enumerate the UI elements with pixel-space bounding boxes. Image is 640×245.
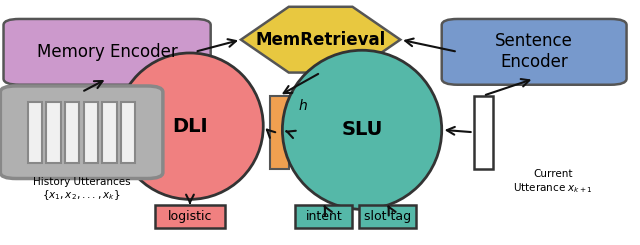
FancyBboxPatch shape — [1, 86, 163, 179]
Bar — [295, 205, 353, 228]
Bar — [121, 102, 136, 163]
Bar — [28, 102, 42, 163]
Ellipse shape — [282, 50, 442, 209]
Bar — [474, 96, 493, 169]
Bar — [47, 102, 61, 163]
Bar — [269, 96, 289, 169]
Text: Sentence
Encoder: Sentence Encoder — [495, 32, 573, 71]
Polygon shape — [241, 7, 400, 73]
Text: SLU: SLU — [341, 120, 383, 139]
FancyBboxPatch shape — [442, 19, 627, 85]
FancyBboxPatch shape — [4, 19, 211, 85]
Ellipse shape — [116, 53, 263, 199]
Text: $h$: $h$ — [298, 98, 308, 113]
Text: MemRetrieval: MemRetrieval — [255, 31, 386, 49]
Bar — [102, 102, 116, 163]
Text: intent: intent — [305, 210, 342, 223]
Bar — [155, 205, 225, 228]
Bar — [84, 102, 98, 163]
Bar — [65, 102, 79, 163]
Text: History Utterances
$\{x_1, x_2, ..., x_k\}$: History Utterances $\{x_1, x_2, ..., x_k… — [33, 177, 131, 202]
Text: DLI: DLI — [172, 117, 208, 136]
Text: Memory Encoder: Memory Encoder — [36, 43, 177, 61]
Bar — [359, 205, 416, 228]
Text: logistic: logistic — [168, 210, 212, 223]
Text: slot tag: slot tag — [364, 210, 411, 223]
Text: Current
Utterance $x_{k+1}$: Current Utterance $x_{k+1}$ — [513, 169, 593, 195]
